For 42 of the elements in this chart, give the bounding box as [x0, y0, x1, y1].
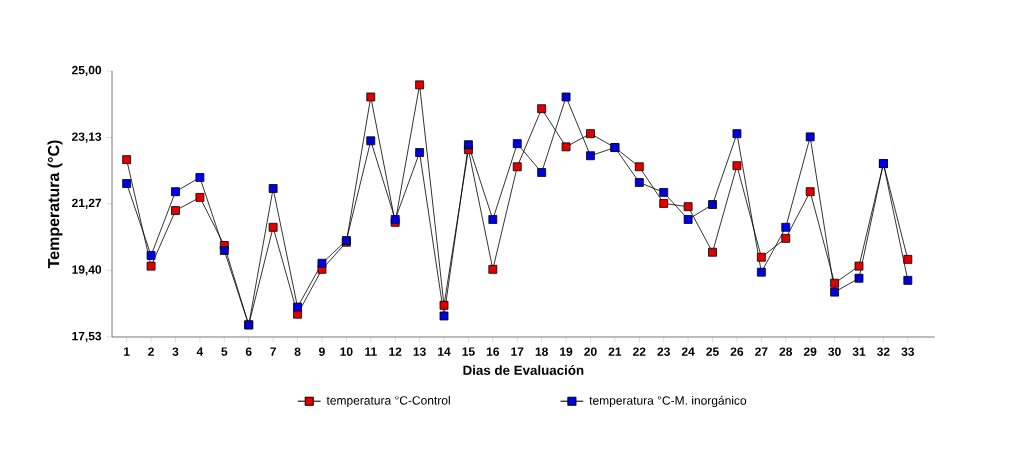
x-tick-label: 22	[633, 347, 646, 356]
x-tick-label: 8	[294, 347, 301, 356]
x-tick-label: 4	[196, 347, 204, 356]
x-tick-label: 1	[124, 347, 130, 356]
x-tick-label: 33	[901, 347, 915, 356]
x-tick-label: 18	[535, 347, 548, 356]
x-tick-label: 6	[245, 347, 252, 356]
y-tick-label: 17,53	[72, 331, 102, 343]
x-tick-label: 27	[755, 347, 768, 356]
x-tick-label: 14	[438, 347, 451, 356]
x-tick-label: 13	[413, 347, 426, 356]
x-tick-label: 2	[148, 347, 154, 356]
x-tick-label: 26	[730, 347, 744, 356]
y-tick-label: 21,27	[72, 198, 102, 209]
x-tick-label: 7	[270, 347, 276, 356]
x-tick-label: 21	[608, 347, 622, 356]
x-tick-label: 9	[319, 347, 325, 356]
x-tick-label: 16	[486, 347, 500, 356]
y-tick-label: 23,13	[72, 132, 102, 143]
x-tick-label: 29	[803, 347, 817, 356]
x-tick-label: 11	[365, 347, 377, 356]
x-tick-label: 15	[462, 347, 475, 356]
x-tick-label: 19	[560, 347, 573, 356]
legend-label: temperatura °C-M. inorgánico	[589, 395, 747, 408]
x-tick-label: 12	[389, 347, 402, 356]
x-tick-label: 31	[852, 347, 866, 356]
x-tick-label: 3	[172, 347, 179, 356]
x-tick-label: 20	[584, 347, 597, 356]
x-tick-label: 17	[511, 347, 524, 356]
x-tick-label: 25	[706, 347, 719, 356]
legend-label: temperatura °C-Control	[326, 395, 450, 408]
x-tick-label: 5	[221, 347, 228, 356]
x-tick-label: 24	[681, 347, 695, 356]
x-axis-title: Dias de Evaluación	[463, 365, 584, 375]
x-tick-label: 23	[657, 347, 670, 356]
y-tick-label: 19,40	[72, 265, 102, 276]
y-tick-label: 25,00	[72, 65, 102, 77]
y-axis-title: Temperatura (°C)	[47, 140, 63, 269]
x-tick-label: 28	[779, 347, 793, 356]
x-tick-label: 32	[877, 347, 890, 356]
x-tick-label: 30	[828, 347, 841, 356]
x-tick-label: 10	[340, 347, 353, 356]
